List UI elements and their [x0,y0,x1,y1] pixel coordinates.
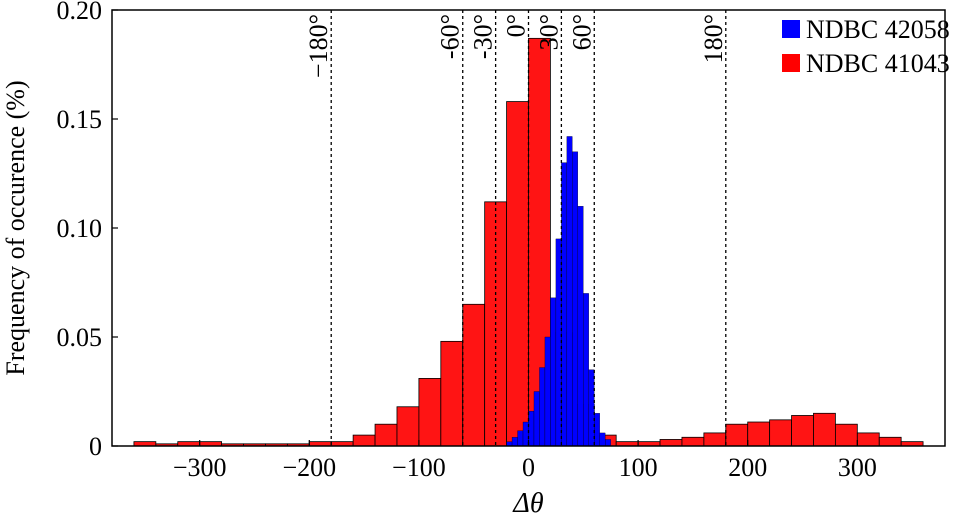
histogram-bar [725,423,749,447]
histogram-bar [550,297,557,447]
histogram-bar [834,423,858,447]
x-axis-ticks: −300 −200 −100 0 100 200 300 [173,440,877,482]
blue-series-bars [506,136,611,447]
histogram-bar [539,367,546,447]
histogram-bar [588,369,595,447]
legend: NDBC 42058 NDBC 41043 [782,15,950,78]
histogram-bar [703,432,727,447]
histogram-bar [561,162,568,447]
x-tick-label: −300 [173,453,227,482]
histogram-bar [533,391,540,447]
legend-swatch-ndbc-41043 [782,54,800,72]
histogram-bar [555,238,562,447]
legend-label-ndbc-41043: NDBC 41043 [806,49,950,78]
histogram-bar [659,439,683,447]
histogram-bar [681,436,705,447]
y-tick-label: 0.05 [57,323,103,352]
x-tick-label: 0 [522,453,535,482]
reference-line-label: -30° [469,14,498,59]
histogram-bar [769,419,792,447]
reference-line-label: 60° [567,14,596,50]
y-tick-label: 0.10 [57,214,103,243]
legend-label-ndbc-42058: NDBC 42058 [806,15,950,44]
histogram-bar [566,136,573,447]
reference-line-label: 180° [699,14,728,63]
histogram-bar [856,432,880,447]
histogram-bar [462,303,486,447]
y-axis-ticks: 0 0.05 0.10 0.15 0.20 [57,0,118,461]
x-tick-label: −200 [282,453,336,482]
histogram-bar [594,413,600,447]
histogram-bar [517,430,524,447]
reference-line-label: 30° [534,14,563,50]
reference-line-label: -60° [436,14,465,59]
histogram-bar [791,415,814,447]
x-tick-label: −100 [392,453,446,482]
histogram-bar [577,206,584,447]
histogram-bar [440,340,464,447]
histogram-bar [418,378,442,447]
x-tick-label: 100 [619,453,658,482]
histogram-bar [544,336,551,447]
histogram-bar [506,101,529,447]
x-tick-label: 200 [728,453,767,482]
histogram-bar [528,410,535,447]
histogram-bar [747,421,771,447]
x-axis-label: Δθ [512,488,543,519]
histogram-bar [813,412,836,447]
histogram-bar [511,437,518,447]
histogram-bar [599,432,606,447]
histogram-bar [583,293,589,447]
x-tick-label: 300 [838,453,877,482]
histogram-bar [878,436,902,447]
y-axis-label: Frequency of occurence (%) [1,80,30,375]
histogram-bar [572,151,578,447]
histogram-bar [352,434,376,447]
reference-line-label: 0° [502,14,531,37]
reference-line-label: −180° [304,14,333,78]
y-tick-label: 0.20 [57,0,103,25]
histogram-bar [396,406,420,447]
y-tick-label: 0.15 [57,105,103,134]
y-tick-label: 0 [89,432,102,461]
histogram-bar [522,421,529,447]
histogram-bar [374,423,398,447]
histogram-bar [605,439,611,447]
reference-lines: −180° -60° -30° 0° 30° 60° 180° [304,10,728,446]
legend-swatch-ndbc-42058 [782,20,800,38]
